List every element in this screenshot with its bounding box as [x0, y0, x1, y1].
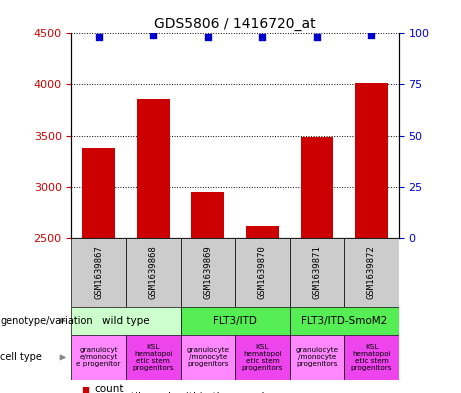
- Bar: [71, 238, 126, 307]
- Text: FLT3/ITD: FLT3/ITD: [213, 316, 257, 326]
- Bar: [126, 238, 181, 307]
- Bar: [290, 307, 399, 335]
- Text: ◼: ◼: [81, 391, 89, 393]
- Bar: [181, 238, 235, 307]
- Text: GSM1639872: GSM1639872: [367, 245, 376, 299]
- Text: granulocyte
/monocyte
progenitors: granulocyte /monocyte progenitors: [296, 347, 338, 367]
- Bar: [344, 335, 399, 380]
- Bar: [137, 99, 170, 393]
- Bar: [246, 226, 279, 393]
- Text: GSM1639868: GSM1639868: [149, 245, 158, 299]
- Text: GSM1639867: GSM1639867: [94, 245, 103, 299]
- Text: GSM1639869: GSM1639869: [203, 245, 213, 299]
- Text: ◼: ◼: [81, 384, 89, 393]
- Bar: [71, 335, 126, 380]
- Text: GSM1639870: GSM1639870: [258, 245, 267, 299]
- Bar: [235, 238, 290, 307]
- Point: [149, 32, 157, 39]
- Text: cell type: cell type: [0, 353, 42, 362]
- Text: percentile rank within the sample: percentile rank within the sample: [95, 391, 271, 393]
- Text: FLT3/ITD-SmoM2: FLT3/ITD-SmoM2: [301, 316, 387, 326]
- Bar: [181, 307, 290, 335]
- Bar: [191, 192, 224, 393]
- Bar: [301, 137, 333, 393]
- Text: granulocyt
e/monocyt
e progenitor: granulocyt e/monocyt e progenitor: [77, 347, 121, 367]
- Bar: [290, 238, 344, 307]
- Text: KSL
hematopoi
etic stem
progenitors: KSL hematopoi etic stem progenitors: [242, 344, 283, 371]
- Point: [313, 34, 321, 40]
- Point: [204, 34, 212, 40]
- Text: genotype/variation: genotype/variation: [0, 316, 93, 326]
- Text: KSL
hematopoi
etic stem
progenitors: KSL hematopoi etic stem progenitors: [351, 344, 392, 371]
- Bar: [355, 83, 388, 393]
- Bar: [181, 335, 235, 380]
- Point: [368, 32, 375, 39]
- Text: GSM1639871: GSM1639871: [313, 245, 321, 299]
- Bar: [235, 335, 290, 380]
- Bar: [126, 335, 181, 380]
- Text: wild type: wild type: [102, 316, 150, 326]
- Title: GDS5806 / 1416720_at: GDS5806 / 1416720_at: [154, 17, 316, 31]
- Bar: [344, 238, 399, 307]
- Text: KSL
hematopoi
etic stem
progenitors: KSL hematopoi etic stem progenitors: [132, 344, 174, 371]
- Bar: [83, 148, 115, 393]
- Point: [259, 34, 266, 40]
- Point: [95, 34, 102, 40]
- Bar: [290, 335, 344, 380]
- Text: granulocyte
/monocyte
progenitors: granulocyte /monocyte progenitors: [186, 347, 230, 367]
- Text: count: count: [95, 384, 124, 393]
- Bar: [71, 307, 181, 335]
